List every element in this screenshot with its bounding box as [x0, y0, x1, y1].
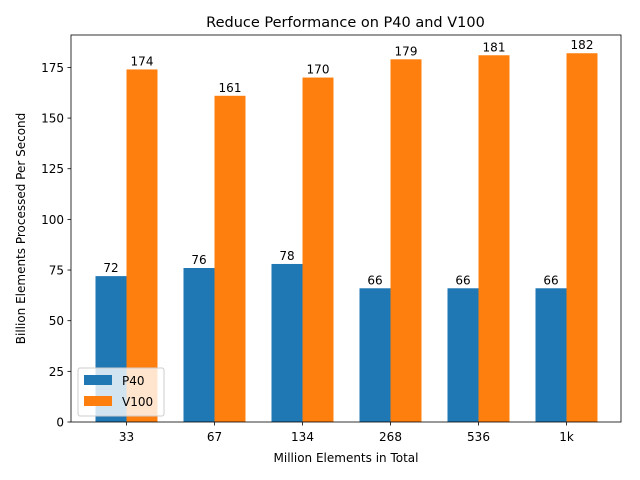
value-label-v100-1k: 182: [571, 38, 594, 52]
bar-p40-67: [183, 268, 215, 422]
bar-v100-33: [126, 69, 158, 423]
legend: P40 V100: [77, 367, 165, 417]
bar-v100-536: [478, 55, 510, 422]
bar-v100-67: [214, 95, 246, 422]
value-label-p40-67: 76: [191, 253, 206, 267]
x-tick-label-134: 134: [291, 430, 314, 444]
y-tick-label: 75: [49, 264, 64, 278]
x-tick-label-268: 268: [379, 430, 402, 444]
value-label-v100-67: 161: [219, 81, 242, 95]
y-tick-label: 100: [41, 213, 64, 227]
bar-v100-1k: [566, 53, 598, 423]
y-axis: 0 25 50 75 100 125 150 175: [41, 61, 71, 430]
x-axis-label: Million Elements in Total: [274, 451, 419, 465]
value-label-v100-33: 174: [131, 54, 154, 68]
value-label-p40-33: 72: [103, 261, 118, 275]
bar-p40-268: [359, 288, 391, 422]
chart-title: Reduce Performance on P40 and V100: [206, 15, 485, 31]
x-tick-label-1k: 1k: [559, 430, 574, 444]
y-tick-label: 150: [41, 112, 64, 126]
x-tick-label-67: 67: [207, 430, 222, 444]
value-label-v100-536: 181: [483, 40, 506, 54]
value-label-p40-1k: 66: [543, 273, 558, 287]
plot-frame: [70, 34, 622, 423]
legend-label-v100: V100: [122, 395, 153, 409]
x-tick-label-536: 536: [467, 430, 490, 444]
value-label-p40-536: 66: [455, 273, 470, 287]
y-tick-label: 25: [49, 365, 64, 379]
y-tick-label: 50: [49, 314, 64, 328]
legend-label-p40: P40: [122, 374, 145, 388]
x-axis: 33 67 134 268 536 1k: [119, 422, 574, 444]
value-label-p40-134: 78: [279, 249, 294, 263]
bar-p40-1k: [535, 288, 567, 422]
y-axis-label: Billion Elements Processed Per Second: [14, 113, 28, 345]
bar-v100-134: [302, 77, 334, 422]
x-tick-label-33: 33: [119, 430, 134, 444]
legend-swatch-p40: [84, 375, 112, 385]
y-tick-label: 175: [41, 61, 64, 75]
value-labels-layer: 72 76 78 66 66 66 174 161 170 179 181 182: [103, 38, 593, 287]
value-label-v100-268: 179: [395, 44, 418, 58]
legend-swatch-v100: [84, 396, 112, 406]
y-tick-label: 125: [41, 162, 64, 176]
value-label-v100-134: 170: [307, 63, 330, 77]
bar-p40-134: [271, 263, 303, 422]
y-tick-label: 0: [56, 416, 64, 430]
bar-v100-268: [390, 59, 422, 422]
value-label-p40-268: 66: [367, 273, 382, 287]
bars-layer: [95, 53, 598, 423]
bar-p40-536: [447, 288, 479, 422]
